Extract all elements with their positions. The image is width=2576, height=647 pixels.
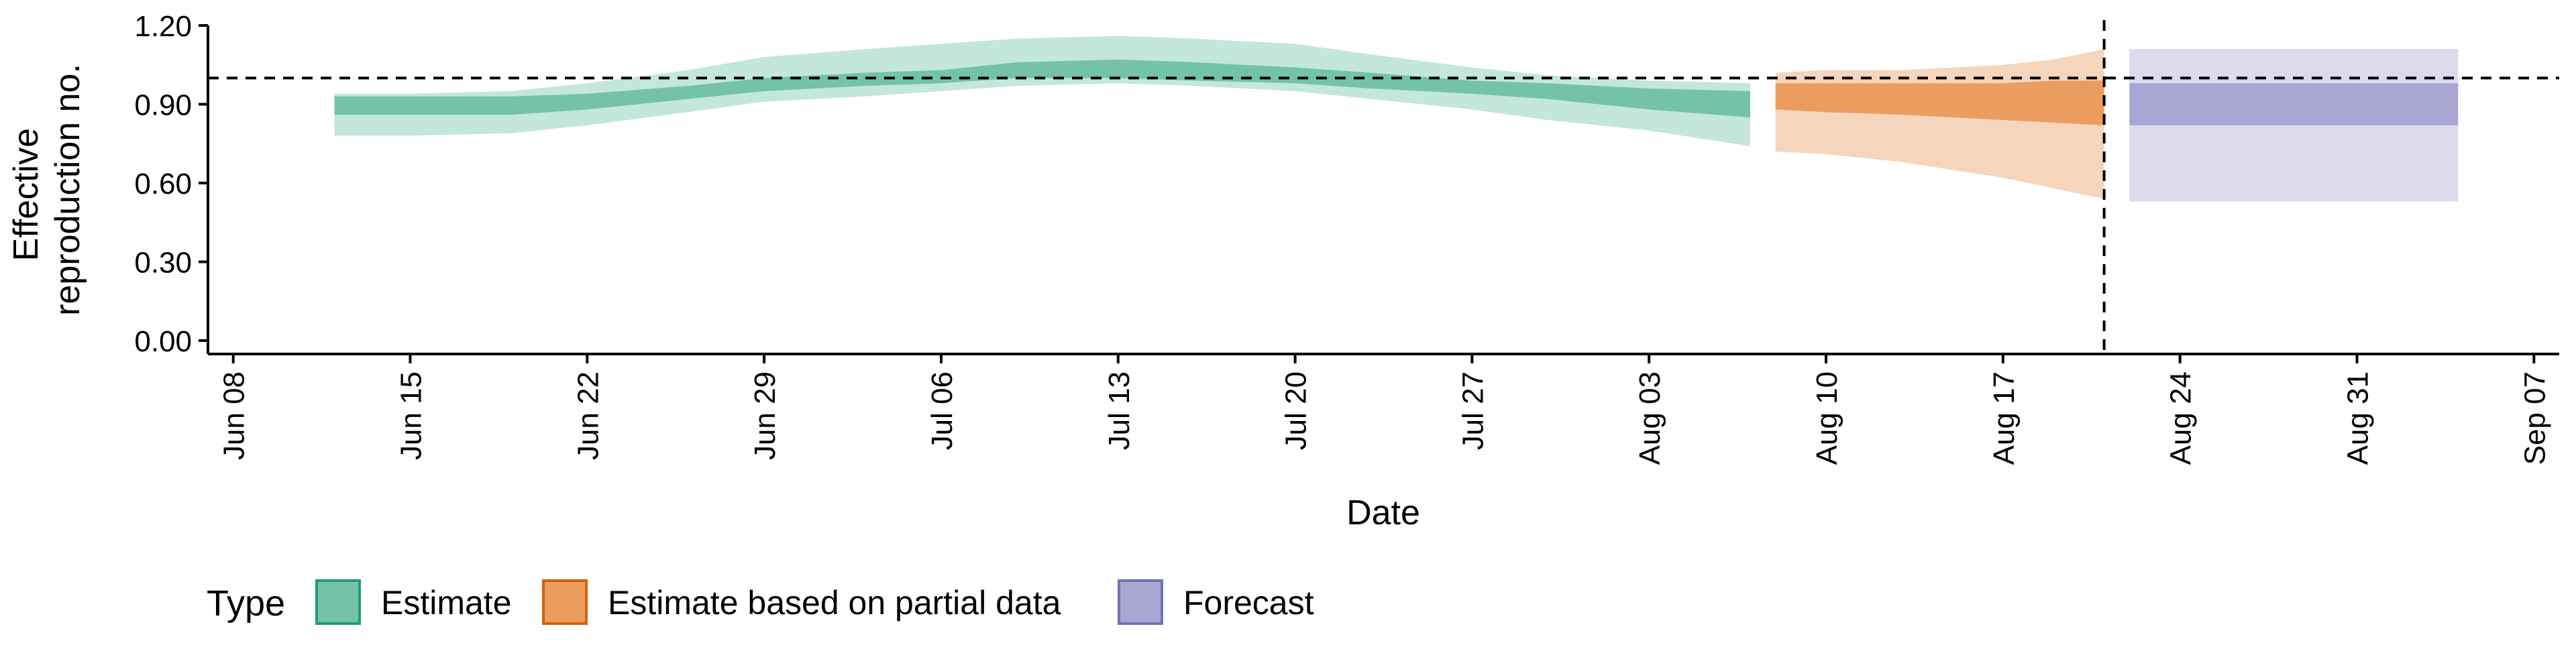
x-tick-label: Jul 20 [1280, 371, 1313, 450]
x-tick-label: Jun 22 [572, 371, 604, 460]
x-tick-label: Aug 10 [1811, 371, 1843, 465]
legend-label-forecast: Forecast [1183, 584, 1314, 622]
legend-key-estimate-based-on-partial-data [542, 579, 588, 625]
estimate-based-on-partial-data-inner-band [1775, 80, 2104, 125]
axes [207, 25, 2559, 355]
y-ticks: 0.00 0.30 0.60 0.90 1.20 [134, 10, 208, 358]
x-tick-label: Aug 03 [1633, 371, 1666, 465]
y-tick-label: 0.00 [134, 325, 192, 358]
y-tick-label: 0.90 [134, 89, 192, 122]
y-axis-title-line-1: Effective [7, 128, 46, 261]
legend-key-forecast [1118, 579, 1163, 625]
legend: Type Estimate Estimate based on partial d… [207, 579, 1314, 625]
x-tick-label: Jul 06 [926, 371, 959, 450]
x-tick-label: Aug 24 [2165, 371, 2198, 465]
legend-title: Type [207, 583, 285, 624]
x-tick-label: Aug 31 [2341, 371, 2374, 465]
y-tick-label: 1.20 [134, 10, 192, 43]
x-tick-label: Jul 27 [1456, 371, 1489, 450]
y-axis-title: Effective reproduction no. [7, 64, 87, 316]
y-axis-title-line-2: reproduction no. [48, 64, 87, 316]
x-tick-label: Jun 08 [218, 371, 251, 460]
x-ticks: Jun 08 Jun 15 Jun 22 Jun 29 Jul 06 Jul 13 Jul … [218, 354, 2551, 465]
x-tick-label: Jun 15 [395, 371, 428, 460]
x-tick-label: Sep 07 [2518, 371, 2551, 465]
legend-key-estimate [315, 579, 361, 625]
estimate-inner-band [334, 59, 1750, 118]
reference-lines [208, 20, 2559, 354]
legend-label-estimate-based-on-partial-data: Estimate based on partial data [608, 584, 1061, 622]
forecast-inner-band [2129, 83, 2459, 125]
uncertainty-bands [334, 36, 2459, 202]
legend-label-estimate: Estimate [381, 584, 512, 622]
x-axis-title: Date [1346, 493, 1420, 532]
x-tick-label: Aug 17 [1988, 371, 2021, 465]
x-tick-label: Jul 13 [1103, 371, 1136, 450]
estimate-based-on-partial-data-outer-band [1775, 49, 2104, 199]
estimate-outer-band [334, 36, 1750, 147]
y-tick-label: 0.60 [134, 168, 192, 200]
y-tick-label: 0.30 [134, 247, 192, 280]
x-tick-label: Jun 29 [749, 371, 782, 460]
